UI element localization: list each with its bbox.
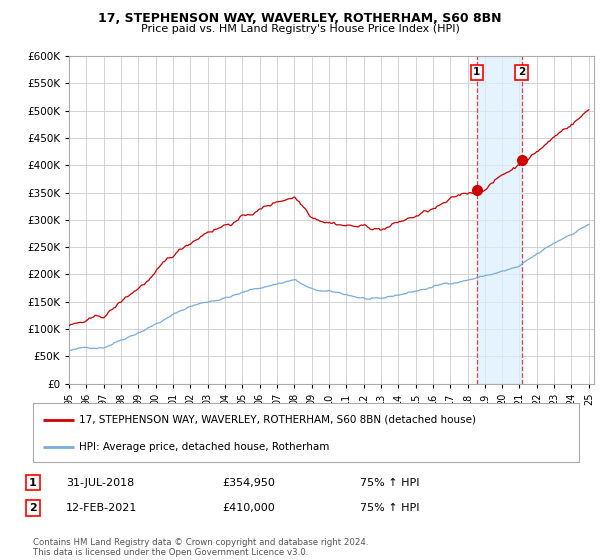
Text: Contains HM Land Registry data © Crown copyright and database right 2024.
This d: Contains HM Land Registry data © Crown c… — [33, 538, 368, 557]
Text: 1: 1 — [29, 478, 37, 488]
Text: 75% ↑ HPI: 75% ↑ HPI — [360, 503, 419, 513]
Text: 31-JUL-2018: 31-JUL-2018 — [66, 478, 134, 488]
Text: 2: 2 — [518, 67, 525, 77]
Text: 17, STEPHENSON WAY, WAVERLEY, ROTHERHAM, S60 8BN: 17, STEPHENSON WAY, WAVERLEY, ROTHERHAM,… — [98, 12, 502, 25]
Text: £410,000: £410,000 — [222, 503, 275, 513]
Text: £354,950: £354,950 — [222, 478, 275, 488]
Text: 1: 1 — [473, 67, 481, 77]
Text: Price paid vs. HM Land Registry's House Price Index (HPI): Price paid vs. HM Land Registry's House … — [140, 24, 460, 34]
Text: 75% ↑ HPI: 75% ↑ HPI — [360, 478, 419, 488]
Text: HPI: Average price, detached house, Rotherham: HPI: Average price, detached house, Roth… — [79, 442, 330, 452]
Bar — [477, 56, 521, 384]
Text: 12-FEB-2021: 12-FEB-2021 — [66, 503, 137, 513]
Text: 17, STEPHENSON WAY, WAVERLEY, ROTHERHAM, S60 8BN (detached house): 17, STEPHENSON WAY, WAVERLEY, ROTHERHAM,… — [79, 414, 476, 424]
Text: 2: 2 — [29, 503, 37, 513]
